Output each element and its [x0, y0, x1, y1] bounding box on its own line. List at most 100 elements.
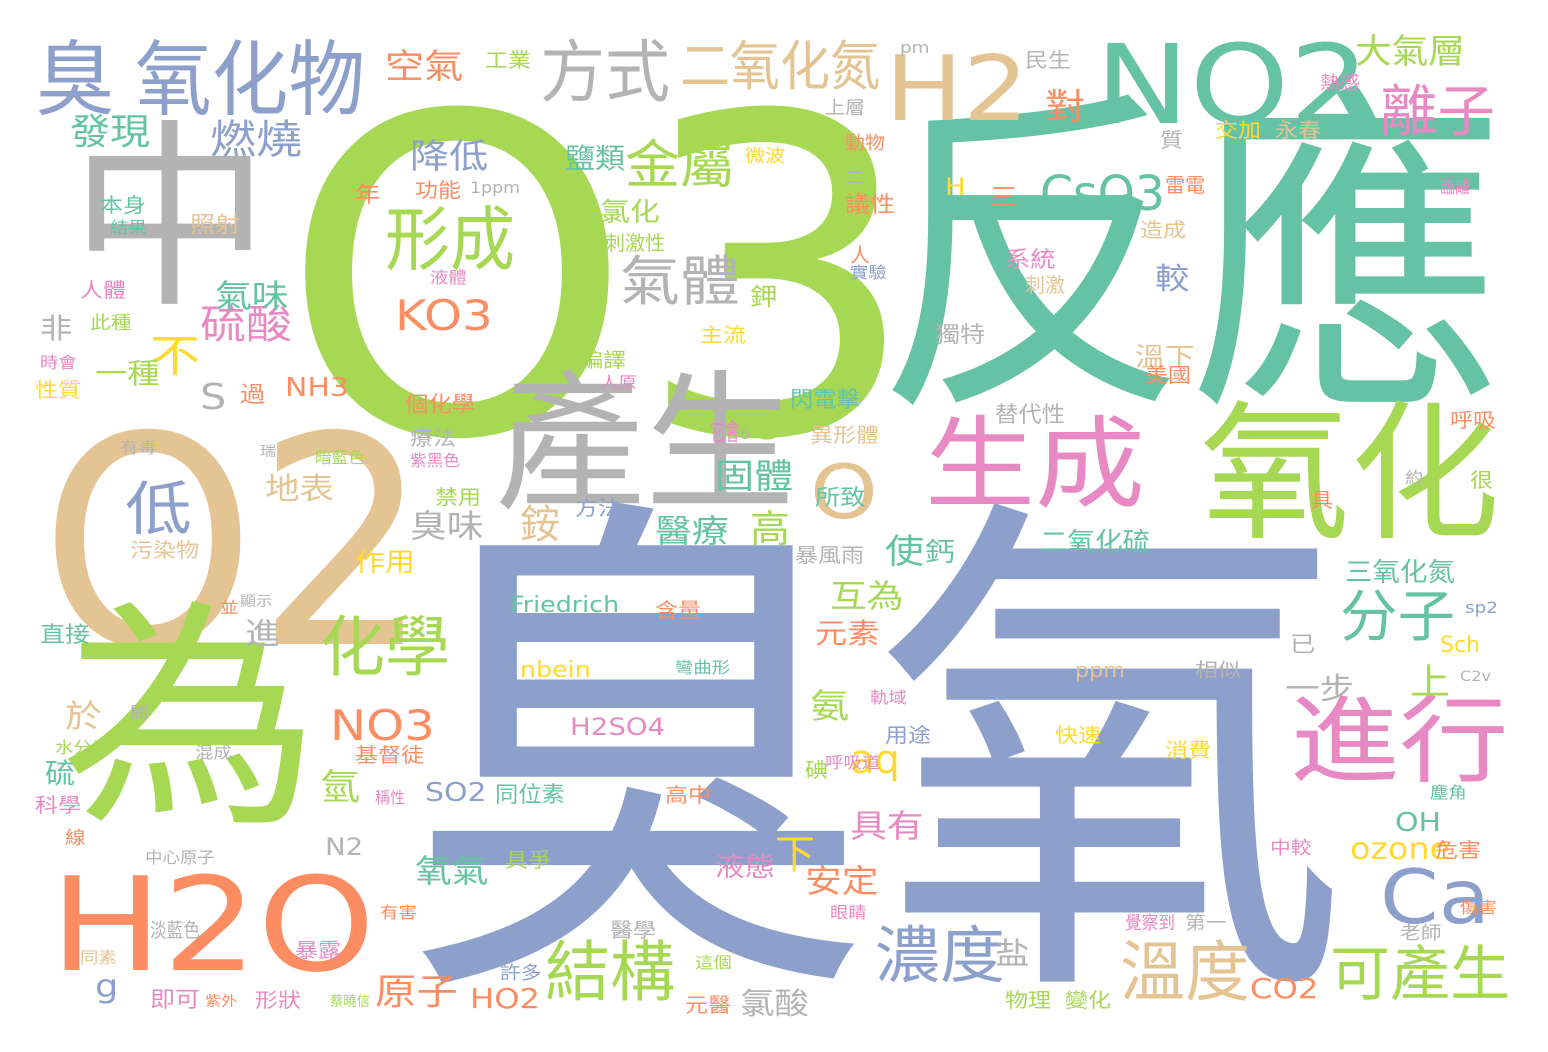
word-cloud-word: 所致 [815, 486, 866, 511]
word-cloud-word: Friedrich [510, 593, 620, 618]
word-cloud-word: 快速 [1055, 723, 1101, 747]
word-cloud-word: 紫黑色 [410, 451, 460, 470]
word-cloud-word: 彎曲形 [675, 658, 731, 677]
word-cloud-word: NH3 [285, 373, 349, 403]
word-cloud-word: 結構 [545, 934, 676, 1011]
word-cloud-word: 大氣層 [1355, 32, 1465, 72]
word-cloud-word: 醫療 [655, 512, 729, 550]
word-cloud-word: 一步 [1285, 672, 1354, 707]
word-cloud-word: 臨離 [1440, 178, 1470, 197]
word-cloud-word: O3 [280, 24, 921, 536]
word-cloud-word: 美國 [1145, 363, 1191, 387]
word-cloud-word: 作用 [355, 548, 415, 578]
word-cloud-word: 進 [245, 617, 280, 652]
word-cloud-word: KO3 [395, 291, 493, 340]
word-cloud-word: 刺激 [1025, 273, 1065, 297]
word-cloud-word: 具 [1310, 488, 1333, 512]
word-cloud-word: 暴露 [295, 938, 341, 962]
word-cloud-word: Ca [1380, 853, 1491, 941]
word-cloud-word: pm [900, 38, 930, 57]
word-cloud-word: 此種 [90, 313, 132, 334]
word-cloud-word: HO2 [470, 982, 541, 1015]
word-cloud-word: 二 [845, 168, 864, 187]
word-cloud-word: 並 [220, 598, 239, 617]
word-cloud-word: 禁用 [435, 485, 481, 509]
word-cloud-word: 覺察到 [1125, 913, 1176, 934]
word-cloud-word: 氧化 [1200, 388, 1501, 562]
word-cloud-word: 它會 [710, 418, 740, 446]
word-cloud-word: 溫度 [1120, 934, 1251, 1011]
word-cloud-word: C2v [1460, 669, 1492, 685]
word-cloud-word: O2 [40, 376, 431, 713]
word-cloud-word: ppm [1075, 658, 1125, 682]
word-cloud-word: 降低 [410, 137, 489, 177]
word-cloud-word: 用途 [885, 723, 931, 747]
word-cloud-word: 療法 [410, 426, 456, 450]
word-cloud-word: 對 [1045, 87, 1086, 128]
word-cloud-word: 過 [240, 383, 266, 408]
word-cloud-word: 碘 [805, 758, 828, 782]
word-cloud-word: 固體 [715, 457, 794, 497]
word-cloud-word: 高 [750, 507, 790, 551]
word-cloud-word: 稱性 [375, 788, 405, 807]
word-cloud-word: nbein [520, 658, 591, 683]
word-cloud-word: 分子 [1340, 585, 1456, 650]
word-cloud-word: NO3 [330, 701, 435, 750]
word-cloud-word: 氯化 [600, 198, 660, 228]
word-cloud-word: 液態 [715, 853, 775, 883]
word-cloud-word: 危害 [1435, 838, 1481, 862]
word-cloud-word: 1ppm [470, 178, 520, 197]
word-cloud-word: 離子 [1380, 80, 1496, 145]
word-cloud-word: ozone [1350, 832, 1451, 867]
word-cloud-word: 刺激性 [605, 231, 665, 255]
word-cloud-word: aq [850, 737, 901, 783]
word-cloud-word: 二氧化硫 [1040, 528, 1151, 558]
word-cloud-word: 臭氧 [400, 457, 1350, 1052]
word-cloud-word: 消費 [1165, 738, 1211, 762]
word-cloud-word: 微波 [745, 146, 785, 167]
word-cloud-word: 暴風雨 [795, 543, 864, 567]
word-cloud-word: CO2 [1250, 972, 1319, 1005]
word-cloud-word: 盐 [995, 937, 1030, 972]
word-cloud-word: 元素 [815, 617, 880, 650]
word-cloud-word: 塵角 [1430, 783, 1467, 802]
word-cloud-word: 軌域 [870, 688, 907, 707]
word-cloud-word: 人 [850, 243, 870, 267]
word-cloud-word: 直接 [40, 623, 91, 648]
word-cloud-word: 反應 [875, 62, 1505, 458]
word-cloud-word: 形狀 [255, 988, 301, 1012]
word-cloud-word: 化學 [320, 609, 451, 686]
word-cloud-word: 結果 [110, 218, 147, 237]
word-cloud-word: 三 [990, 183, 1018, 211]
word-cloud-word: 混成 [195, 743, 232, 762]
word-cloud-word: 氣味 [215, 277, 289, 315]
word-cloud-word: 進行 [1290, 687, 1509, 797]
word-cloud-word: 安定 [805, 862, 879, 900]
word-cloud-word: 產生 [495, 358, 796, 532]
word-cloud-word: 瑞 [260, 444, 277, 460]
word-cloud-word: 質 [1160, 128, 1183, 152]
word-cloud-word: 永春 [1275, 118, 1321, 142]
word-cloud-word: 呼吸 [1450, 408, 1496, 432]
word-cloud-word: 即可 [150, 988, 201, 1013]
word-cloud-word: 間 [130, 703, 149, 722]
word-cloud-word: 氫 [320, 767, 361, 808]
word-cloud-word: 方法 [575, 496, 621, 520]
word-cloud-word: 較 [1155, 262, 1190, 297]
word-cloud-word: 低 [125, 475, 192, 543]
word-cloud-word: 年 [355, 183, 381, 208]
word-cloud-word: 中心原子 [145, 848, 215, 867]
word-cloud-word: 一種 [95, 357, 160, 390]
word-cloud-word: 臭 [35, 33, 115, 128]
word-cloud-word: 氣體 [620, 250, 740, 313]
word-cloud-word: Sch [1440, 633, 1481, 658]
word-cloud-word: 有毒 [120, 438, 157, 457]
word-cloud-word: S [200, 377, 227, 418]
word-cloud-word: 許多 [500, 963, 542, 984]
word-cloud-word: 實驗 [850, 263, 887, 282]
word-cloud-word: 上層 [825, 98, 865, 119]
word-cloud-word: 鉀 [750, 283, 778, 311]
word-cloud-word: 原子 [375, 972, 458, 1013]
word-cloud-word: H2SO4 [570, 713, 666, 741]
